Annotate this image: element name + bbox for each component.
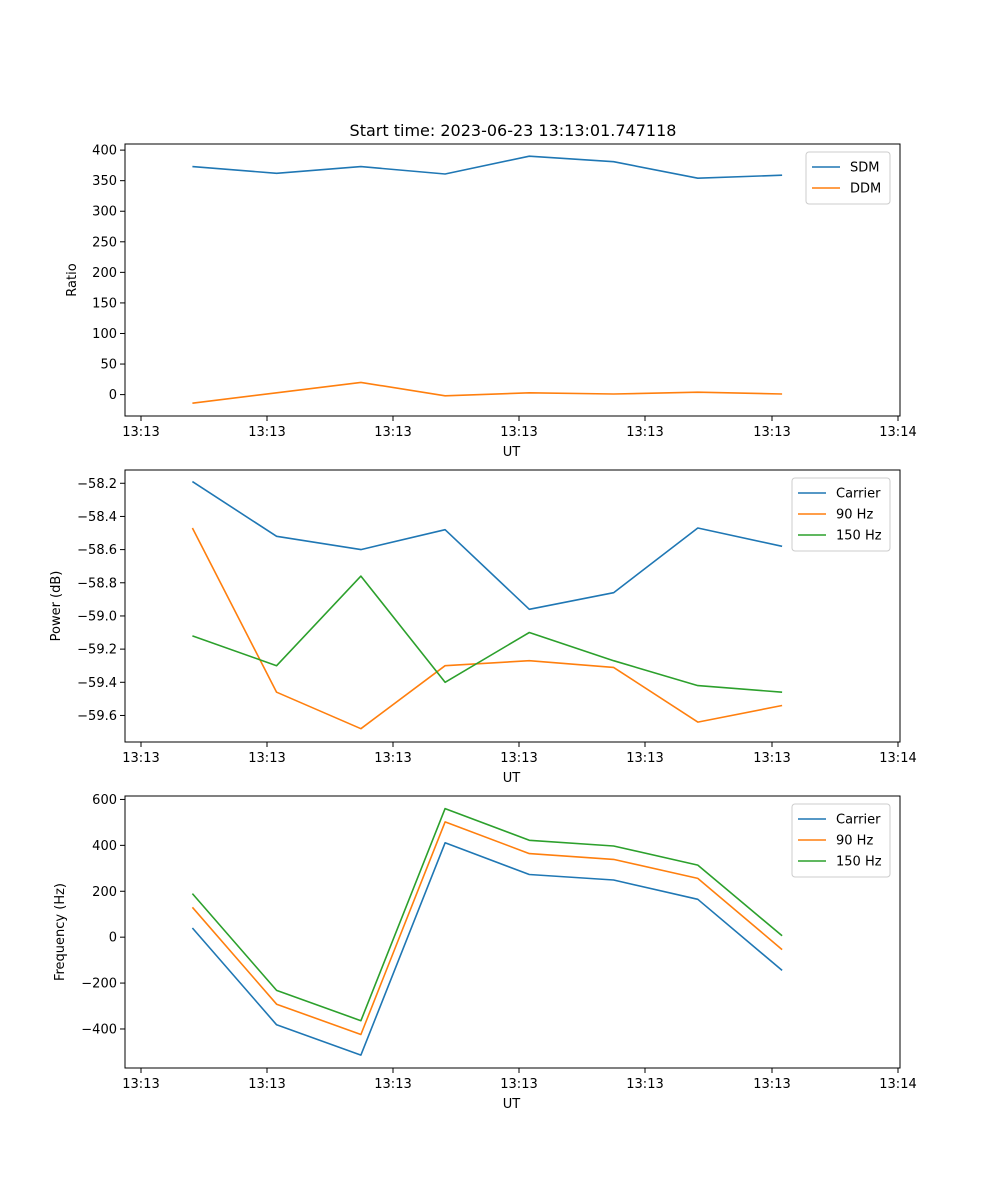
- y-tick-label: −58.6: [77, 543, 117, 558]
- x-tick-label: 13:13: [122, 751, 159, 766]
- y-axis-label: Frequency (Hz): [53, 883, 68, 981]
- y-tick-label: 100: [92, 327, 117, 342]
- legend-label: 150 Hz: [836, 855, 882, 870]
- series-line-150-hz: [192, 575, 783, 693]
- x-tick-label: 13:13: [122, 1077, 159, 1092]
- x-axis-label: UT: [503, 445, 521, 460]
- y-tick-label: 0: [109, 931, 117, 946]
- x-tick-label: 13:13: [500, 425, 537, 440]
- legend-label: SDM: [850, 161, 879, 176]
- legend: SDM DDM: [805, 151, 891, 205]
- x-tick-label: 13:13: [626, 1077, 663, 1092]
- x-tick-label: 13:13: [753, 1077, 790, 1092]
- x-tick-label: 13:13: [753, 751, 790, 766]
- plot-frame: [124, 143, 901, 417]
- plot-frame: [124, 795, 901, 1069]
- y-tick-label: 350: [92, 174, 117, 189]
- chart-panel-1: 13:13 13:13 13:13 13:13 13:13 13:13 13:14 0 50 10…: [65, 143, 917, 460]
- series-line-90-hz: [191, 527, 783, 730]
- y-tick-label: 300: [92, 205, 117, 220]
- y-tick-label: 250: [92, 235, 117, 250]
- y-tick-label: −59.6: [77, 709, 117, 724]
- x-tick-label: 13:13: [374, 425, 411, 440]
- y-axis-label: Power (dB): [49, 571, 64, 642]
- y-tick-label: −58.8: [77, 576, 117, 591]
- x-tick-label: 13:13: [626, 425, 663, 440]
- chart-panel-2: 13:13 13:13 13:13 13:13 13:13 13:13 13:14 −59.6…: [49, 469, 917, 786]
- x-tick-label: 13:13: [753, 425, 790, 440]
- x-tick-label: 13:13: [500, 1077, 537, 1092]
- y-axis-label: Ratio: [65, 263, 80, 296]
- y-tick-label: −400: [81, 1022, 117, 1037]
- y-tick-label: −58.2: [77, 477, 117, 492]
- series-line-sdm: [192, 155, 783, 179]
- chart-panel-3: 13:13 13:13 13:13 13:13 13:13 13:13 13:14 −400 −…: [53, 793, 917, 1112]
- series-line-150-hz: [191, 807, 783, 1022]
- figure-title: Start time: 2023-06-23 13:13:01.747118: [350, 121, 677, 140]
- x-tick-label: 13:13: [500, 751, 537, 766]
- x-tick-label: 13:13: [626, 751, 663, 766]
- y-tick-label: −59.0: [77, 609, 117, 624]
- series-line-carrier: [191, 480, 783, 611]
- y-tick-label: 200: [92, 885, 117, 900]
- x-tick-label: 13:13: [248, 1077, 285, 1092]
- y-tick-label: −58.4: [77, 510, 117, 525]
- x-axis-label: UT: [503, 1097, 521, 1112]
- y-tick-label: 0: [109, 388, 117, 403]
- x-tick-label: 13:14: [879, 751, 916, 766]
- y-tick-label: −59.2: [77, 643, 117, 658]
- series-line-ddm: [192, 381, 783, 404]
- legend-box: [805, 151, 891, 205]
- legend-label: Carrier: [836, 813, 881, 828]
- legend-box: [791, 803, 891, 878]
- x-tick-label: 13:13: [248, 751, 285, 766]
- y-tick-label: 200: [92, 266, 117, 281]
- y-tick-label: −200: [81, 977, 117, 992]
- y-tick-label: 50: [100, 358, 117, 373]
- x-tick-label: 13:13: [374, 1077, 411, 1092]
- legend: Carrier 90 Hz 150 Hz: [791, 477, 891, 552]
- y-tick-label: 600: [92, 793, 117, 808]
- x-tick-label: 13:13: [122, 425, 159, 440]
- series-line-90-hz: [191, 821, 783, 1036]
- x-tick-label: 13:14: [879, 425, 916, 440]
- x-tick-label: 13:13: [248, 425, 285, 440]
- x-tick-label: 13:13: [374, 751, 411, 766]
- plot-frame: [124, 469, 901, 743]
- legend-box: [791, 477, 891, 552]
- legend-label: DDM: [850, 182, 881, 197]
- y-tick-label: 400: [92, 144, 117, 159]
- series-line-carrier: [191, 841, 783, 1056]
- legend-label: Carrier: [836, 487, 881, 502]
- x-axis-label: UT: [503, 771, 521, 786]
- y-tick-label: −59.4: [77, 676, 117, 691]
- legend-label: 90 Hz: [836, 834, 873, 849]
- y-tick-label: 400: [92, 839, 117, 854]
- y-tick-label: 150: [92, 296, 117, 311]
- legend-label: 90 Hz: [836, 508, 873, 523]
- x-tick-label: 13:14: [879, 1077, 916, 1092]
- legend: Carrier 90 Hz 150 Hz: [791, 803, 891, 878]
- legend-label: 150 Hz: [836, 529, 882, 544]
